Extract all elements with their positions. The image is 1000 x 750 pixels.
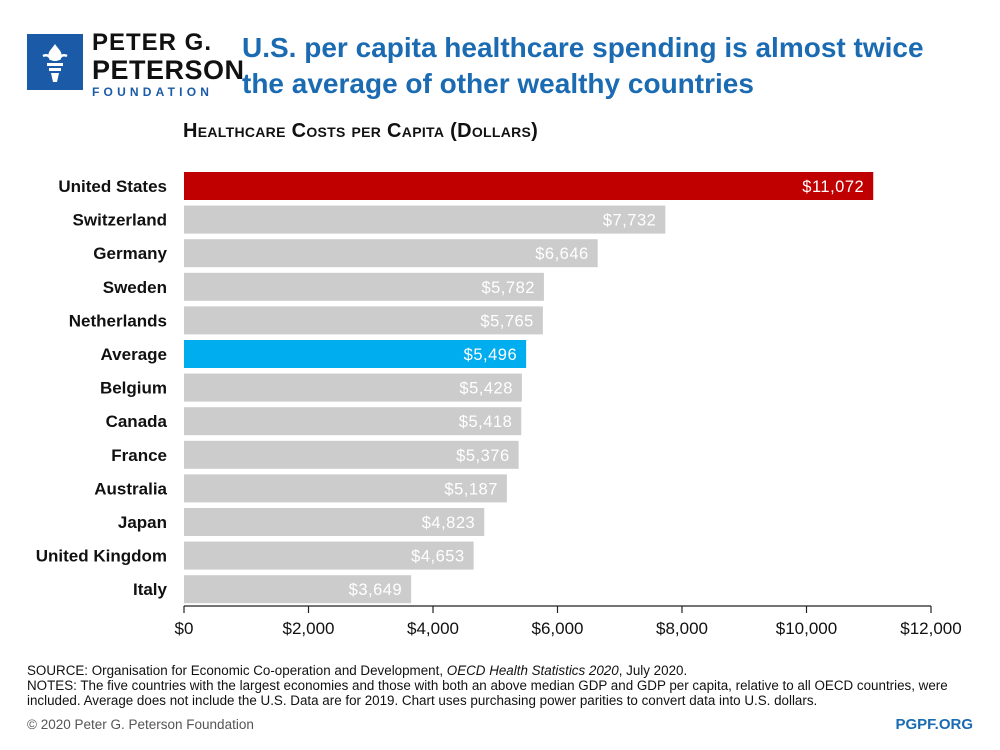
- category-label: Switzerland: [73, 211, 167, 230]
- logo-line-2: PETERSON: [92, 55, 245, 85]
- value-label: $5,428: [459, 380, 512, 398]
- bar: [184, 474, 507, 503]
- value-label: $5,418: [459, 413, 512, 431]
- page-headline: U.S. per capita healthcare spending is a…: [242, 32, 924, 99]
- x-tick-label: $12,000: [900, 619, 961, 638]
- bar-chart: United States $11,072 Switzerland $7,732 Ger…: [36, 172, 962, 638]
- value-label: $5,765: [480, 312, 533, 330]
- bar: [184, 541, 474, 570]
- value-label: $3,649: [349, 581, 402, 599]
- category-label: Australia: [94, 479, 167, 498]
- bar: [184, 272, 544, 301]
- value-label: $4,653: [411, 548, 464, 566]
- source-suffix: , July 2020.: [618, 663, 688, 678]
- notes: NOTES: The five countries with the large…: [27, 678, 948, 708]
- logo-line-3: FOUNDATION: [92, 85, 214, 99]
- category-label: Canada: [106, 412, 168, 431]
- value-label: $4,823: [422, 514, 475, 532]
- bar: [184, 373, 522, 402]
- footnotes: SOURCE: Organisation for Economic Co-ope…: [27, 663, 977, 708]
- bar: [184, 407, 522, 436]
- value-label: $11,072: [802, 178, 864, 196]
- logo-line-1: PETER G.: [92, 29, 213, 56]
- category-label: France: [111, 446, 167, 465]
- bar: [184, 205, 666, 234]
- x-tick-label: $6,000: [532, 619, 584, 638]
- source-note: SOURCE: Organisation for Economic Co-ope…: [27, 663, 977, 678]
- value-label: $5,376: [456, 447, 509, 465]
- category-label: Belgium: [100, 379, 167, 398]
- bar: [184, 340, 527, 368]
- foundation-logo-mark: [27, 34, 83, 90]
- source-prefix: SOURCE: Organisation for Economic Co-ope…: [27, 663, 447, 678]
- x-tick-label: $8,000: [656, 619, 708, 638]
- chart-title: Healthcare Costs per Capita (Dollars): [183, 120, 539, 142]
- bar: [184, 239, 598, 268]
- bar: [184, 440, 519, 469]
- value-label: $5,782: [481, 279, 534, 297]
- value-label: $5,496: [464, 346, 517, 364]
- value-label: $7,732: [603, 212, 656, 230]
- bar: [184, 508, 485, 536]
- category-label: Japan: [118, 513, 167, 532]
- category-label: Average: [101, 345, 167, 364]
- bar: [184, 575, 412, 604]
- source-title: OECD Health Statistics 2020: [446, 663, 619, 678]
- x-tick-label: $0: [175, 619, 194, 638]
- category-label: Italy: [133, 580, 168, 599]
- category-label: United Kingdom: [36, 547, 167, 566]
- x-tick-label: $10,000: [776, 619, 837, 638]
- torch-icon: [42, 44, 68, 82]
- value-label: $5,187: [444, 480, 497, 498]
- site-link[interactable]: PGPF.ORG: [895, 716, 973, 733]
- x-tick-label: $4,000: [407, 619, 459, 638]
- bar: [184, 172, 874, 200]
- category-label: Netherlands: [69, 311, 167, 330]
- copyright: © 2020 Peter G. Peterson Foundation: [27, 717, 254, 732]
- value-label: $6,646: [535, 245, 588, 263]
- category-label: Germany: [93, 244, 167, 263]
- category-label: Sweden: [103, 278, 167, 297]
- category-label: United States: [58, 177, 167, 196]
- foundation-logo-text: PETER G. PETERSON FOUNDATION: [92, 30, 245, 100]
- x-tick-label: $2,000: [283, 619, 335, 638]
- bar: [184, 306, 543, 335]
